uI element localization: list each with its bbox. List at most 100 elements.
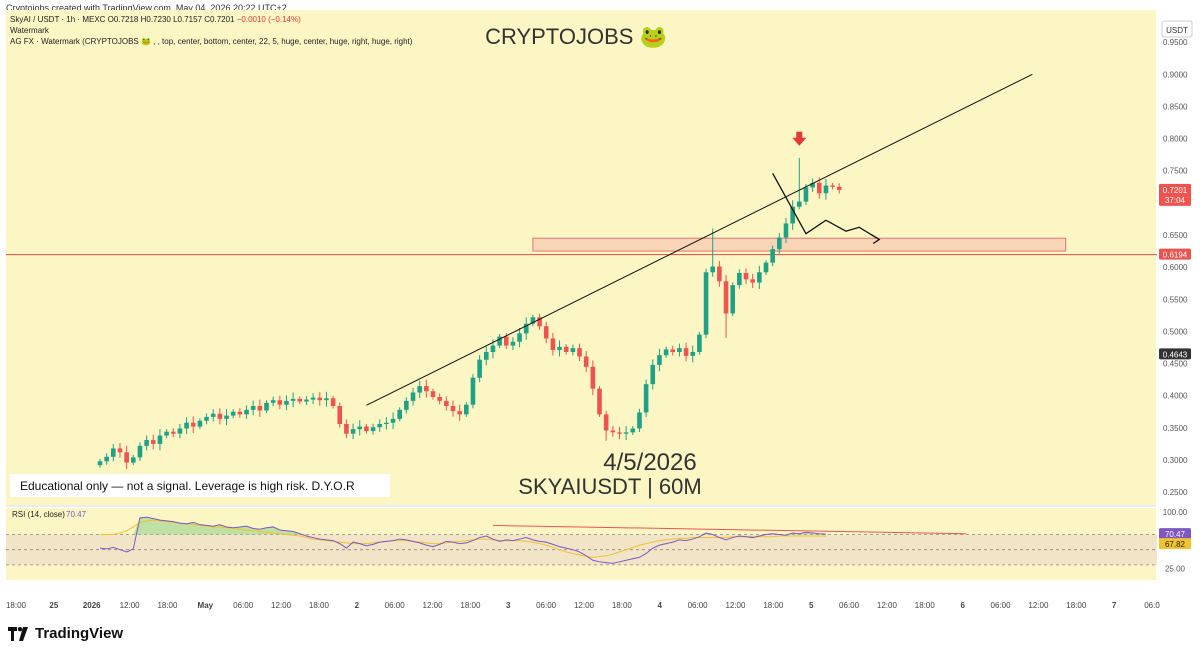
candle[interactable] [657,348,662,372]
candle[interactable] [157,429,163,451]
candle[interactable] [137,442,143,461]
candle[interactable] [530,314,536,327]
candle[interactable] [197,418,203,430]
candle[interactable] [510,337,516,351]
candle[interactable] [497,334,502,349]
candle[interactable] [117,442,123,458]
candle[interactable] [630,425,636,435]
candle[interactable] [803,183,809,206]
candle[interactable] [836,183,842,194]
candle[interactable] [184,417,189,434]
candle[interactable] [317,392,323,406]
candle[interactable] [557,340,562,357]
candle[interactable] [617,426,622,440]
tradingview-logo[interactable]: TradingView [8,625,123,642]
candle[interactable] [410,388,416,406]
rsi-divergence-line[interactable] [492,524,966,535]
candle[interactable] [224,409,229,426]
trendline[interactable] [366,73,1033,406]
candle[interactable] [570,344,576,356]
candle[interactable] [210,409,216,422]
candle[interactable] [217,408,223,425]
candle[interactable] [683,342,689,362]
candle[interactable] [690,345,696,363]
candle[interactable] [770,245,775,267]
candle[interactable] [404,397,409,414]
candle[interactable] [111,443,116,462]
candle[interactable] [830,182,835,190]
candle[interactable] [470,374,476,409]
resistance-zone[interactable] [532,237,1067,252]
candle[interactable] [170,428,176,438]
candle[interactable] [723,274,729,338]
candle[interactable] [577,343,582,361]
candle[interactable] [144,435,149,451]
candle[interactable] [816,177,822,199]
candle[interactable] [603,410,609,441]
candle[interactable] [164,429,169,439]
candle[interactable] [797,157,802,210]
candle[interactable] [357,420,363,436]
candle[interactable] [350,423,356,440]
candle[interactable] [523,317,529,340]
candle[interactable] [757,265,762,289]
candle[interactable] [284,395,289,411]
candle[interactable] [390,412,396,430]
candle[interactable] [264,400,269,414]
candle[interactable] [384,417,389,430]
projection-path[interactable] [772,172,880,241]
candle[interactable] [104,453,109,465]
legend-indicator-2[interactable]: AG FX · Watermark (CRYPTOJOBS 🐸 , , top,… [10,37,413,46]
candle[interactable] [457,404,462,421]
candle[interactable] [437,393,442,405]
candle[interactable] [370,423,376,435]
candle[interactable] [417,380,422,398]
candle[interactable] [277,395,283,410]
candle[interactable] [610,425,616,437]
candle[interactable] [823,179,829,200]
candle[interactable] [150,434,156,450]
candle[interactable] [783,217,789,244]
candle[interactable] [97,458,103,468]
candle[interactable] [730,282,735,316]
candle[interactable] [290,392,296,408]
candle[interactable] [663,346,669,358]
currency-label[interactable]: USDT [1161,20,1193,38]
candle[interactable] [250,400,256,416]
candle[interactable] [623,425,629,441]
candle[interactable] [550,333,556,356]
candle[interactable] [590,360,596,396]
candle[interactable] [703,268,709,339]
candle[interactable] [450,400,456,417]
candle[interactable] [324,391,329,407]
candle[interactable] [643,379,649,417]
candle[interactable] [430,388,436,400]
candle[interactable] [677,343,682,357]
legend-symbol[interactable]: SkyAI / USDT · 1h · MEXC [10,15,106,24]
candle[interactable] [743,268,749,284]
candle[interactable] [230,409,236,419]
candle[interactable] [810,178,815,192]
candle[interactable] [237,408,243,418]
candle[interactable] [177,424,183,439]
candle[interactable] [337,402,343,428]
candle[interactable] [131,454,136,466]
candle[interactable] [790,200,795,230]
candle[interactable] [330,395,336,409]
candle[interactable] [464,402,469,417]
candle[interactable] [710,228,716,277]
candle[interactable] [650,359,656,390]
candle[interactable] [477,355,482,383]
candle[interactable] [517,327,522,348]
candle[interactable] [737,269,742,289]
candle[interactable] [670,345,676,356]
candle[interactable] [257,399,263,417]
candle[interactable] [483,346,489,366]
candle[interactable] [563,344,569,355]
rsi-line[interactable] [99,516,826,564]
candle[interactable] [310,393,316,405]
candle[interactable] [637,408,642,433]
candle[interactable] [270,396,276,407]
candle[interactable] [763,260,769,275]
